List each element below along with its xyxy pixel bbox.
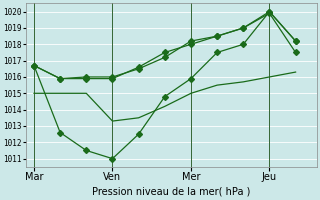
X-axis label: Pression niveau de la mer( hPa ): Pression niveau de la mer( hPa ) <box>92 187 251 197</box>
